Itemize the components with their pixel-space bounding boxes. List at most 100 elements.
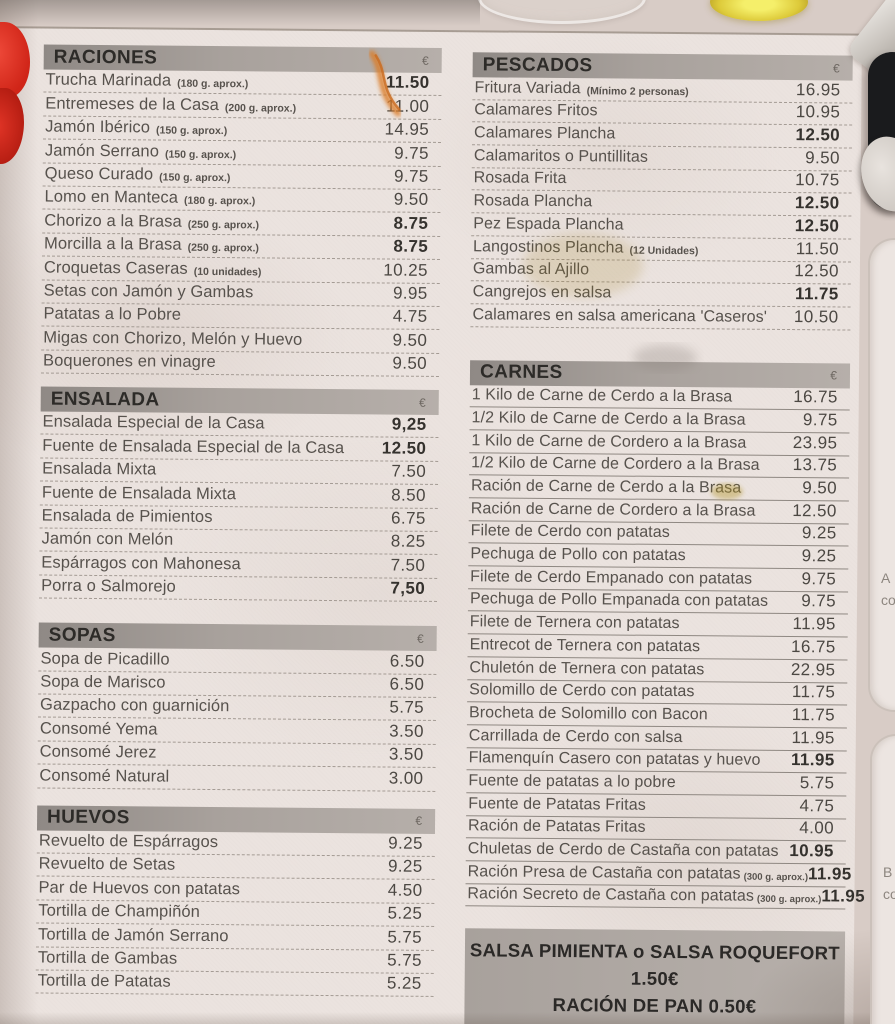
item-name: Rosada Frita bbox=[473, 169, 567, 188]
item-price: 7.50 bbox=[390, 555, 426, 575]
item-name: Ración de Carne de Cordero a la Brasa bbox=[470, 499, 756, 520]
menu-item: Consomé Jerez 3.50 bbox=[37, 741, 436, 769]
currency-symbol: € bbox=[832, 60, 840, 75]
item-price: 6.50 bbox=[389, 674, 425, 694]
item-name: Ensalada Especial de la Casa bbox=[42, 412, 265, 433]
item-price: 10.95 bbox=[795, 102, 841, 122]
item-price: 9.25 bbox=[388, 833, 423, 853]
item-name: Ración de Patatas Fritas bbox=[467, 817, 646, 837]
section-title: CARNES bbox=[479, 361, 563, 384]
item-name: Chorizo a la Brasa bbox=[44, 211, 182, 231]
item-name: Flamenquín Casero con patatas y huevo bbox=[468, 749, 761, 770]
menu-item: Brocheta de Solomillo con Bacon 11.75 bbox=[466, 702, 848, 729]
item-note: (300 g. aprox.) bbox=[756, 894, 822, 906]
card-text-fragment: A bbox=[881, 570, 891, 586]
item-name: Tortilla de Patatas bbox=[37, 971, 171, 991]
menu-item: Fuente de Ensalada Mixta 8.50 bbox=[39, 481, 439, 509]
section-header: RACIONES € bbox=[43, 44, 442, 73]
left-edge-shadow bbox=[0, 0, 38, 1024]
side-card-bottom: B co bbox=[870, 734, 895, 1024]
item-note: (10 unidades) bbox=[193, 265, 262, 278]
menu-item: Revuelto de Setas 9.25 bbox=[36, 853, 435, 881]
menu-item: Lomo en Manteca (180 g. aprox.) 9.50 bbox=[42, 186, 441, 214]
item-note: (150 g. aprox.) bbox=[155, 124, 228, 138]
item-name: 1 Kilo de Carne de Cordero a la Brasa bbox=[471, 431, 747, 452]
item-name: Porra o Salmorejo bbox=[41, 576, 176, 596]
item-price: 4.50 bbox=[387, 880, 423, 900]
item-price: 8.75 bbox=[393, 213, 429, 233]
item-note: (180 g. aprox.) bbox=[177, 78, 249, 91]
item-name: 1/2 Kilo de Carne de Cordero a la Brasa bbox=[471, 454, 760, 475]
item-name: Jamón con Melón bbox=[41, 529, 174, 550]
section-title: HUEVOS bbox=[47, 806, 130, 829]
item-price: 3.00 bbox=[388, 768, 424, 788]
menu-item: Pez Espada Plancha 12.50 bbox=[471, 213, 852, 240]
item-name: Revuelto de Espárragos bbox=[38, 831, 219, 851]
menu-item: Consomé Natural 3.00 bbox=[37, 764, 436, 792]
item-price: 10.75 bbox=[795, 170, 840, 190]
item-name: 1/2 Kilo de Carne de Cerdo a la Brasa bbox=[471, 409, 746, 429]
item-name: Consomé Jerez bbox=[39, 742, 157, 762]
item-note: (200 g. aprox.) bbox=[224, 101, 297, 115]
currency-symbol: € bbox=[830, 368, 838, 383]
menu-item: Fuente de patatas a lo pobre 5.75 bbox=[466, 770, 847, 797]
item-price: 5.25 bbox=[386, 973, 422, 994]
menu-item: Ración de Patatas Fritas 4.00 bbox=[465, 815, 847, 842]
menu-item: Jamón Ibérico (150 g. aprox.) 14.95 bbox=[43, 116, 442, 144]
item-name: Consomé Natural bbox=[39, 766, 170, 786]
item-price: 16.75 bbox=[790, 636, 836, 657]
menu-item: Chorizo a la Brasa (250 g. aprox.) 8.75 bbox=[42, 209, 441, 237]
menu-item: Fuente de Ensalada Especial de la Casa 12… bbox=[40, 434, 439, 462]
menu-item: Calamares en salsa americana 'Caseros' 10… bbox=[470, 304, 851, 331]
item-price: 11.50 bbox=[385, 72, 430, 93]
item-price: 13.75 bbox=[792, 455, 838, 475]
menu-item: Entremeses de la Casa (200 g. aprox.) 11.0… bbox=[43, 92, 442, 120]
item-price: 3.50 bbox=[388, 744, 424, 765]
item-name: Par de Huevos con patatas bbox=[38, 878, 241, 898]
menu-item: Gambas al Ajillo 12.50 bbox=[470, 258, 851, 285]
item-price: 11.95 bbox=[791, 727, 835, 747]
menu-item: Fuente de Patatas Fritas 4.75 bbox=[466, 793, 847, 820]
item-price: 3.50 bbox=[389, 721, 424, 741]
menu-item: Patatas a lo Pobre 4.75 bbox=[41, 303, 440, 331]
clear-glass-base bbox=[478, 0, 646, 24]
section-title: SOPAS bbox=[48, 624, 116, 646]
table-shadow bbox=[0, 0, 480, 26]
item-price: 9.75 bbox=[802, 410, 838, 430]
item-name: Rosada Plancha bbox=[473, 192, 593, 211]
menu-item: 1/2 Kilo de Carne de Cerdo a la Brasa 9.7… bbox=[469, 407, 850, 434]
right-sections: PESCADOS € Fritura Variada (Mínimo 2 person… bbox=[465, 52, 865, 910]
item-name: Ensalada de Pimientos bbox=[41, 506, 213, 527]
item-price: 16.75 bbox=[793, 387, 838, 407]
menu-item: Calamares Fritos 10.95 bbox=[472, 99, 853, 126]
menu-item: 1 Kilo de Carne de Cordero a la Brasa 23.… bbox=[469, 430, 850, 457]
item-name: Ración Presa de Castaña con patatas bbox=[467, 862, 741, 883]
item-name: Trucha Marinada bbox=[45, 70, 172, 91]
menu-item: Flamenquín Casero con patatas y huevo 11.… bbox=[466, 747, 847, 774]
item-price: 10.95 bbox=[789, 841, 834, 861]
item-price: 5.75 bbox=[387, 927, 423, 947]
section-title: RACIONES bbox=[53, 46, 158, 68]
currency-symbol: € bbox=[421, 53, 429, 68]
menu-item: Solomillo de Cerdo con patatas 11.75 bbox=[467, 679, 848, 706]
item-name: Filete de Cerdo Empanado con patatas bbox=[470, 567, 753, 588]
item-price: 9.75 bbox=[393, 166, 429, 186]
item-price: 11.95 bbox=[790, 750, 835, 770]
item-price: 16.95 bbox=[795, 79, 841, 100]
item-price: 8.75 bbox=[393, 236, 429, 256]
section-ensalada: ENSALADA € Ensalada Especial de la Casa 9,2… bbox=[39, 386, 439, 603]
item-price: 10.50 bbox=[793, 306, 839, 327]
item-price: 11.00 bbox=[385, 96, 430, 116]
item-name: Revuelto de Setas bbox=[38, 854, 176, 875]
item-name: Carrillada de Cerdo con salsa bbox=[468, 726, 683, 746]
item-name: Fuente de Ensalada Mixta bbox=[41, 483, 237, 503]
menu-item: Tortilla de Gambas 5.75 bbox=[35, 946, 434, 974]
menu-item: Chuletas de Cerdo de Castaña con patatas… bbox=[465, 838, 846, 865]
item-name: Gazpacho con guarnición bbox=[39, 695, 230, 716]
item-name: Pez Espada Plancha bbox=[473, 215, 624, 234]
right-column: PESCADOS € Fritura Variada (Mínimo 2 person… bbox=[464, 52, 865, 1024]
item-note: (150 g. aprox.) bbox=[164, 148, 237, 161]
bottom-shadow bbox=[0, 1012, 895, 1024]
item-note: (250 g. aprox.) bbox=[187, 241, 259, 255]
item-name: Sopa de Marisco bbox=[40, 672, 166, 692]
